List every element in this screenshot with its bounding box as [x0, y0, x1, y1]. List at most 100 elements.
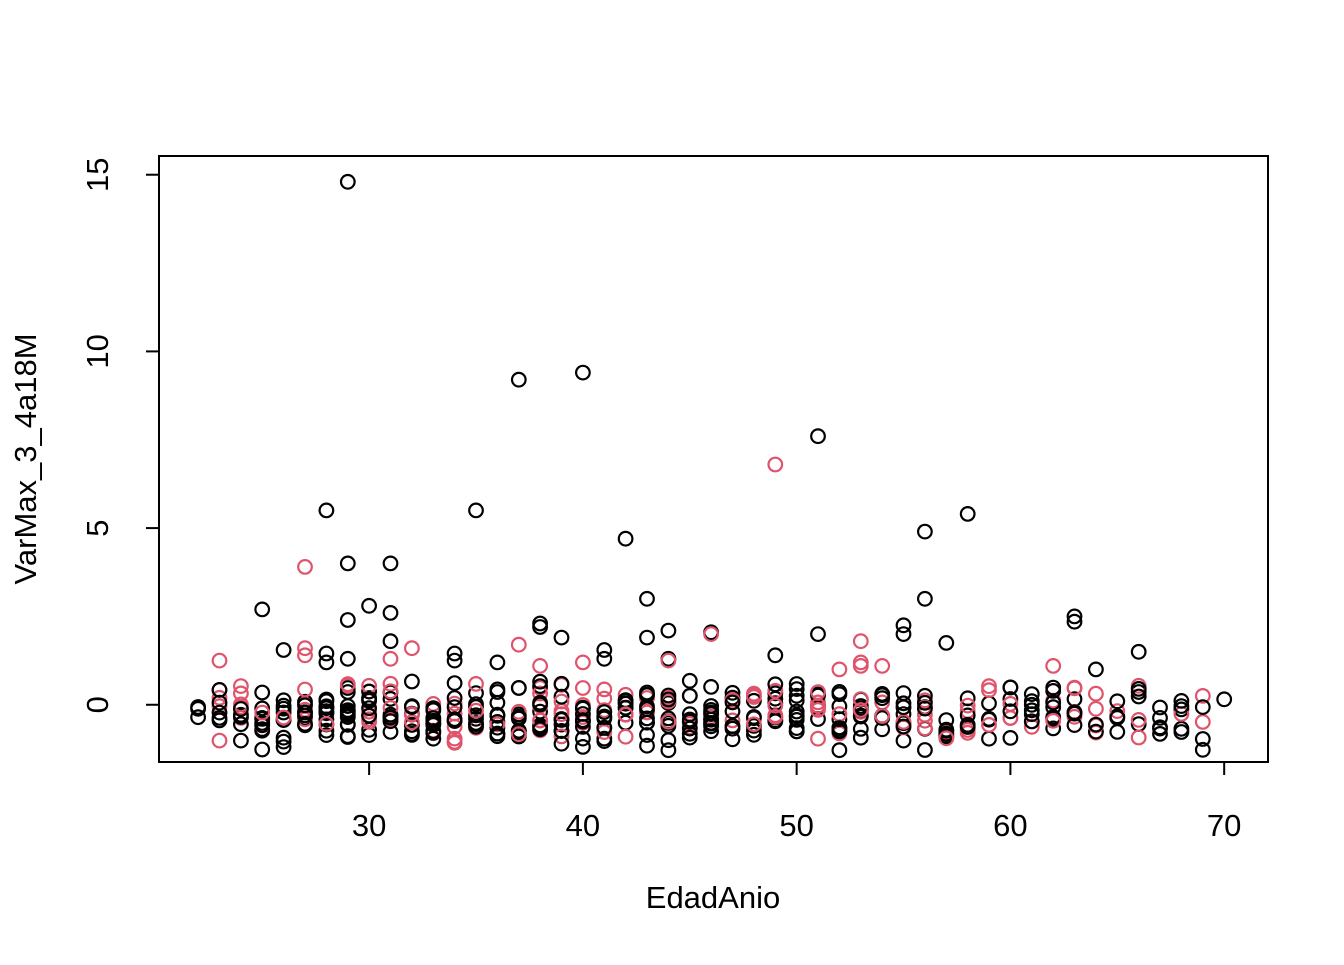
data-point-black [297, 697, 313, 714]
data-point-black [425, 710, 442, 727]
data-point-black [596, 719, 613, 736]
data-point-black [660, 622, 677, 639]
data-point-red [617, 706, 634, 723]
data-point-black [617, 695, 634, 712]
data-point-black [339, 728, 356, 745]
data-point-red [1109, 703, 1126, 719]
x-tick-label: 40 [566, 808, 600, 843]
data-point-black [275, 692, 292, 709]
y-tick-label: 0 [80, 696, 115, 713]
data-point-black [211, 710, 228, 726]
data-point-red [1087, 700, 1104, 717]
data-point-black [938, 725, 955, 742]
data-point-red [660, 652, 677, 669]
data-point-black [724, 694, 741, 711]
data-point-black [596, 642, 613, 658]
data-point-red [596, 724, 613, 740]
data-point-black [831, 720, 848, 737]
data-point-black [1173, 693, 1190, 709]
data-point-black [917, 694, 933, 711]
x-tick-label: 60 [993, 808, 1027, 843]
data-point-red [404, 640, 420, 657]
data-point-black [596, 704, 613, 720]
data-point-red [211, 652, 228, 669]
data-point-black [532, 696, 548, 713]
outlier-points [211, 173, 1147, 678]
data-point-red [810, 730, 826, 747]
data-point-red [532, 685, 548, 702]
data-point-black [1194, 741, 1211, 758]
data-point-red [981, 678, 997, 695]
data-point-red [1002, 710, 1019, 726]
data-point-black [1045, 679, 1062, 696]
data-point-black [788, 676, 805, 692]
data-point-black [660, 691, 677, 708]
data-point-black [959, 506, 976, 522]
data-point-red [297, 640, 313, 657]
data-point-black [724, 684, 741, 701]
data-point-red [254, 704, 271, 721]
data-point-black [596, 650, 613, 667]
data-point-black [917, 523, 933, 540]
data-point-black [318, 705, 335, 722]
data-point-black [681, 687, 698, 704]
data-point-red [1087, 685, 1104, 702]
data-point-black [361, 700, 378, 716]
data-point-black [339, 705, 356, 722]
data-point-black [468, 718, 484, 735]
data-point-black [724, 718, 741, 734]
data-point-red [232, 685, 249, 702]
data-point-black [681, 672, 698, 689]
data-point-black [339, 650, 356, 667]
data-point-black [468, 707, 484, 724]
x-axis: 30 40 50 60 70 [352, 762, 1241, 843]
data-point-black [831, 742, 848, 759]
data-point-black [1066, 608, 1083, 625]
data-point-black [767, 676, 784, 693]
data-point-black [917, 700, 933, 717]
data-point-red [382, 650, 399, 667]
data-point-black [703, 702, 719, 718]
data-point-red [874, 658, 891, 674]
data-point-black [1002, 679, 1019, 696]
data-point-black [489, 707, 506, 724]
data-point-red [917, 720, 933, 737]
data-point-black [318, 502, 335, 519]
data-point-red [724, 712, 741, 729]
data-point-black [254, 711, 271, 727]
data-point-black [489, 725, 506, 742]
data-point-red [810, 702, 826, 718]
data-point-black [275, 739, 292, 755]
data-point-black [681, 725, 698, 742]
data-point-black [1152, 720, 1168, 737]
data-point-black [446, 711, 463, 727]
data-point-red [446, 718, 463, 735]
data-point-black [639, 727, 655, 743]
data-point-black [382, 709, 399, 725]
x-tick-label: 50 [779, 808, 813, 843]
data-point-black [446, 645, 463, 662]
data-point-black [852, 729, 869, 746]
data-point-black [510, 708, 527, 725]
data-point-black [895, 718, 912, 735]
data-point-black [553, 688, 570, 705]
data-point-red [810, 697, 826, 714]
data-point-red [510, 703, 527, 720]
data-point-black [468, 696, 484, 712]
data-point-red [959, 724, 976, 741]
data-point-black [275, 642, 292, 658]
y-tick-label: 5 [80, 519, 115, 536]
data-point-black [446, 690, 463, 706]
data-point-black [275, 697, 292, 714]
data-point-red [232, 696, 249, 713]
data-point-black [575, 706, 591, 722]
data-point-black [767, 647, 784, 664]
data-point-red [1045, 658, 1062, 674]
data-point-black [1130, 643, 1147, 660]
data-point-black [1066, 705, 1083, 722]
data-point-black [1109, 693, 1126, 710]
data-point-red [404, 714, 420, 731]
data-point-black [275, 704, 292, 721]
